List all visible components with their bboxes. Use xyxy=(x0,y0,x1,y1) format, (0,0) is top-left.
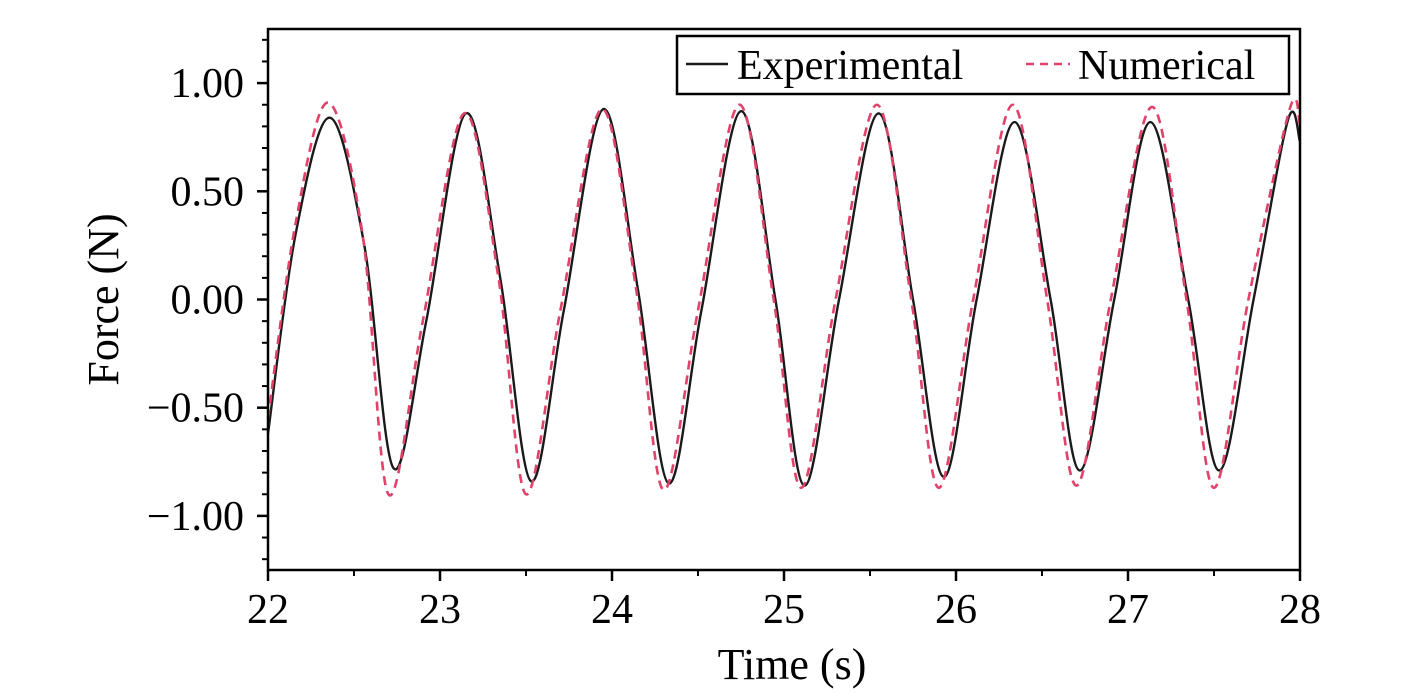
series-line-numerical xyxy=(266,97,1302,497)
x-tick-label: 27 xyxy=(1107,587,1149,633)
y-tick-label: −0.50 xyxy=(147,386,244,432)
y-tick-label: 1.00 xyxy=(171,61,245,107)
plot-frame xyxy=(266,27,1302,572)
y-tick-label: −1.00 xyxy=(147,494,244,540)
legend-box xyxy=(675,34,1291,96)
x-axis-label: Time (s) xyxy=(718,640,867,689)
legend-label-numerical: Numerical xyxy=(1078,43,1255,89)
series-lines xyxy=(266,97,1302,497)
y-tick-label: 0.00 xyxy=(171,278,245,324)
x-tick-label: 25 xyxy=(763,587,805,633)
legend-label-experimental: Experimental xyxy=(737,43,963,89)
x-tick-label: 23 xyxy=(419,587,461,633)
y-tick-label: 0.50 xyxy=(171,169,245,215)
legend: Experimental Numerical xyxy=(675,34,1291,96)
axis-ticks: 22 23 24 25 26 27 28 1.00 0.50 0.00 −0.50 −1.00 xyxy=(147,38,1321,633)
x-tick-label: 28 xyxy=(1279,587,1321,633)
x-tick-label: 26 xyxy=(935,587,977,633)
series-line-experimental xyxy=(266,107,1302,487)
x-tick-label: 24 xyxy=(591,587,633,633)
y-axis-label: Force (N) xyxy=(79,213,128,385)
x-tick-label: 22 xyxy=(247,587,289,633)
